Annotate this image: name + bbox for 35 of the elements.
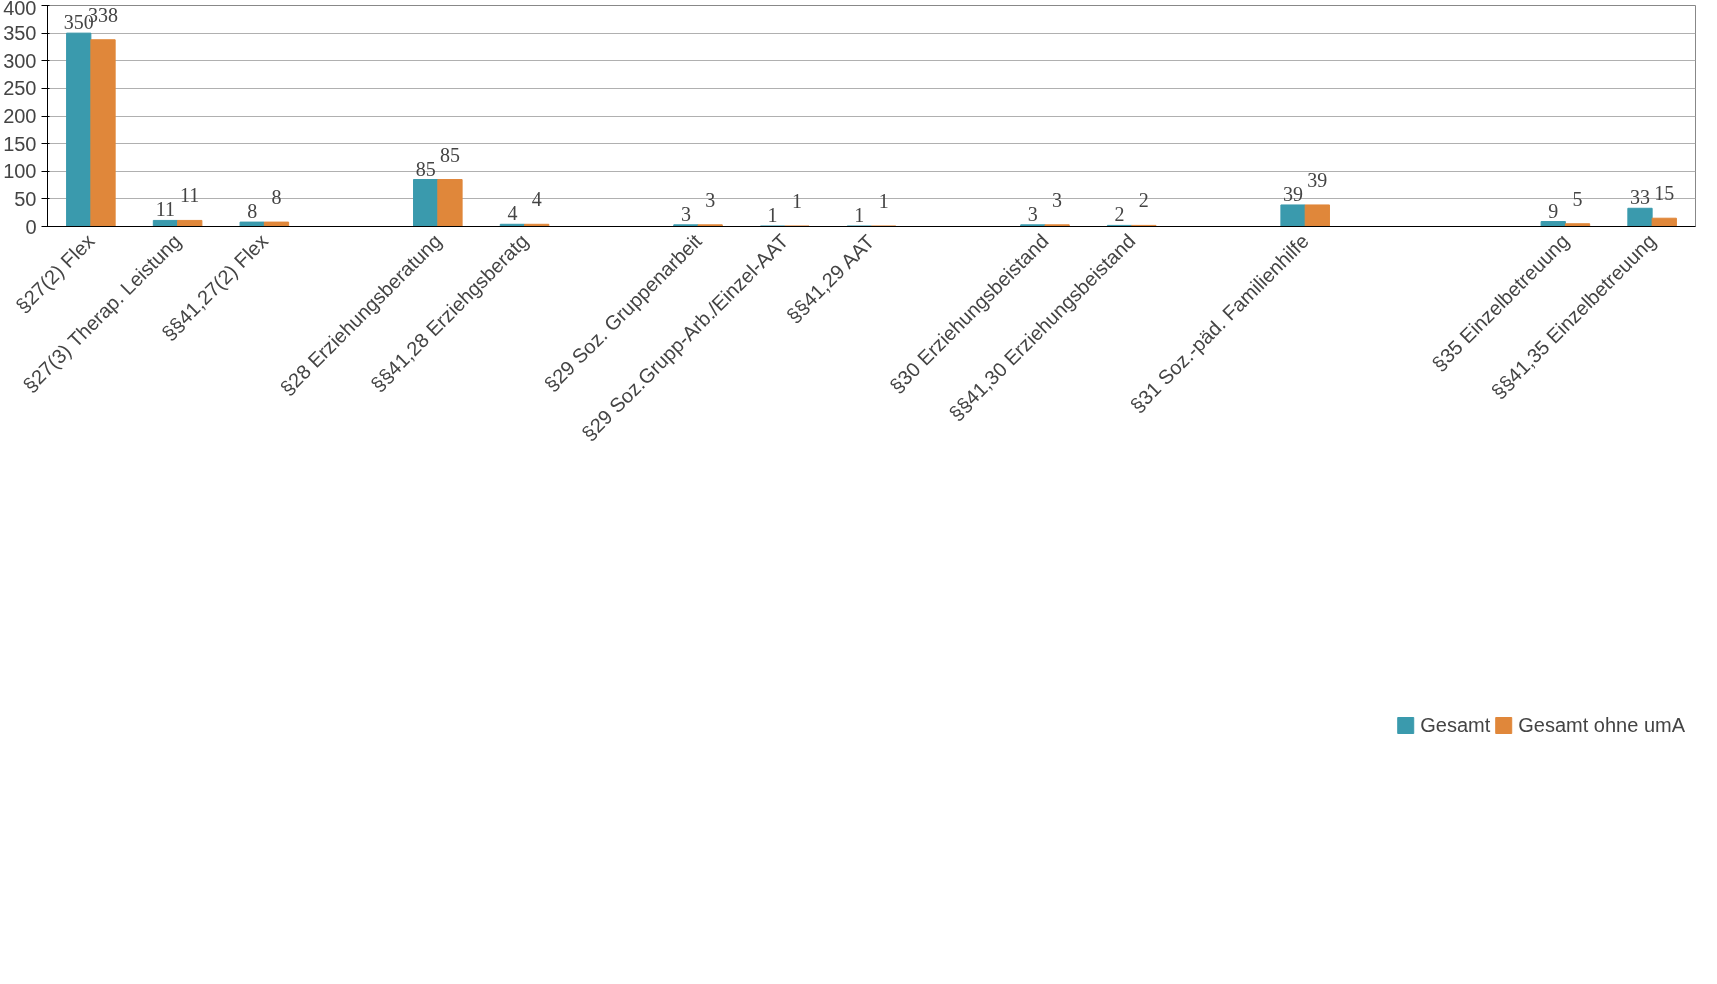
data-label: 1 — [878, 189, 889, 212]
data-label: 11 — [180, 184, 200, 207]
y-tick-label: 200 — [3, 105, 37, 127]
y-tick-label: 150 — [3, 132, 37, 155]
data-label: 3 — [1027, 202, 1038, 225]
y-tick-label: 300 — [3, 49, 37, 72]
data-label: 85 — [439, 143, 460, 166]
data-label: 2 — [1114, 203, 1125, 226]
data-label: 2 — [1138, 189, 1149, 212]
legend-label: Gesamt ohne umA — [1518, 713, 1685, 737]
data-label: 4 — [531, 188, 542, 211]
data-label: 5 — [1572, 187, 1583, 210]
legend-label: Gesamt — [1420, 713, 1491, 737]
y-tick-label: 50 — [14, 187, 37, 210]
data-label: 9 — [1548, 199, 1559, 222]
data-label: 1 — [791, 189, 802, 212]
data-label: 3 — [705, 188, 716, 211]
data-label: 85 — [415, 157, 436, 180]
data-label: 11 — [155, 198, 176, 221]
y-tick-label: 0 — [25, 215, 37, 238]
y-tick-label: 400 — [3, 0, 37, 19]
data-label: 8 — [271, 186, 282, 209]
data-label: 39 — [1283, 182, 1304, 205]
data-label: 4 — [507, 202, 518, 225]
data-label: 3 — [1052, 188, 1063, 211]
data-label: 1 — [767, 203, 778, 226]
data-label: 39 — [1307, 168, 1328, 191]
data-label: 3 — [680, 202, 691, 225]
y-tick-label: 100 — [3, 160, 37, 183]
y-tick-label: 350 — [3, 22, 37, 45]
data-label: 15 — [1654, 182, 1675, 205]
data-label: 1 — [854, 203, 865, 226]
data-label: 8 — [247, 200, 258, 223]
y-tick-label: 250 — [3, 77, 37, 100]
data-label: 33 — [1629, 186, 1650, 209]
